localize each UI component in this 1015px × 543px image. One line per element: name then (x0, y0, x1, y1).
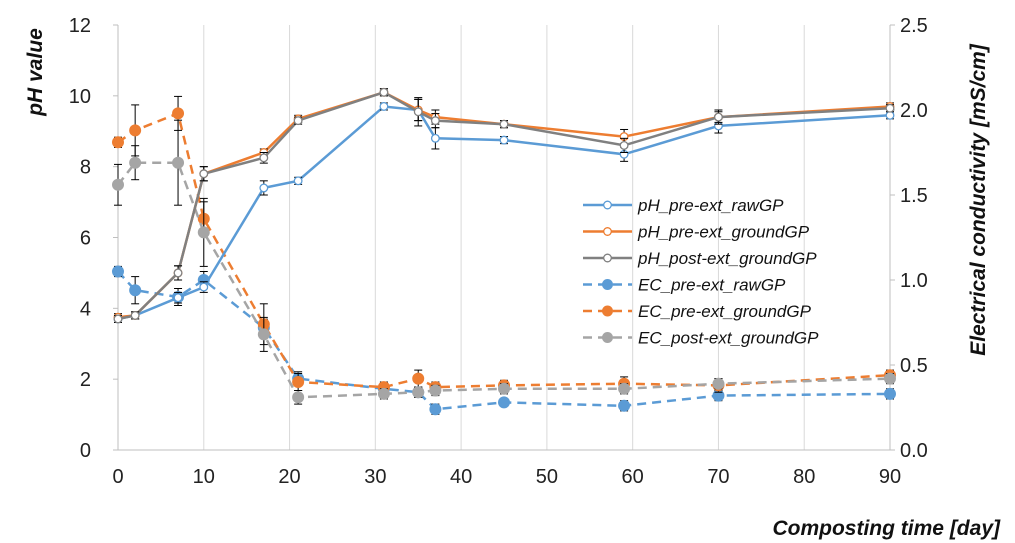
x-tick-label: 90 (879, 466, 901, 488)
y2-axis-title: Electrical conductivity [mS/cm] (967, 43, 990, 356)
data-point (379, 102, 389, 111)
data-point (499, 119, 509, 129)
series-pH_post-ext_groundGP (113, 87, 895, 324)
x-tick-label: 20 (278, 466, 300, 488)
data-point (430, 116, 440, 126)
x-axis-title: Composting time [day] (772, 517, 1001, 540)
data-point (257, 328, 270, 341)
y-tick-label: 10 (69, 86, 91, 108)
data-point (173, 268, 183, 278)
legend-marker (602, 305, 613, 317)
data-point (618, 382, 631, 395)
data-point (197, 226, 210, 239)
data-point (377, 387, 390, 400)
y2-tick-label: 2.0 (900, 100, 928, 122)
data-point (498, 382, 510, 395)
data-point (292, 391, 305, 404)
y2-tick-label: 1.5 (900, 185, 928, 207)
data-point (885, 103, 895, 113)
legend-label: pH_pre-ext_groundGP (637, 223, 810, 242)
y-axis-title: pH value (24, 28, 47, 117)
legend: pH_pre-ext_rawGP pH_pre-ext_groundGP pH_po… (583, 196, 819, 348)
data-point (259, 183, 269, 193)
legend-label: pH_pre-ext_rawGP (637, 196, 784, 215)
x-tick-label: 50 (536, 466, 558, 488)
x-tick-label: 10 (193, 466, 215, 488)
data-point (292, 376, 305, 388)
y-tick-label: 12 (69, 15, 91, 37)
data-point (172, 107, 185, 120)
data-point (884, 387, 896, 400)
x-tick-label: 70 (707, 466, 729, 488)
legend-item: EC_post-ext_groundGP (583, 329, 819, 348)
y-tick-label: 0 (80, 440, 91, 462)
data-point (412, 386, 425, 399)
data-point (259, 153, 269, 163)
data-point (884, 372, 896, 385)
data-point (199, 169, 209, 179)
data-point (293, 176, 303, 186)
x-tick-label: 60 (622, 466, 644, 488)
data-point (113, 314, 123, 324)
data-point (112, 178, 124, 191)
data-point (412, 372, 425, 385)
data-point (129, 156, 142, 169)
y2-tick-label: 0.0 (900, 440, 928, 462)
data-point (129, 284, 142, 297)
x-tick-label: 40 (450, 466, 472, 488)
x-tick-label: 30 (364, 466, 386, 488)
plot-area (118, 25, 890, 450)
x-tick-label: 0 (112, 466, 123, 488)
legend-item: pH_pre-ext_rawGP (583, 196, 784, 215)
legend-label: EC_pre-ext_rawGP (638, 276, 786, 295)
y-tick-label: 2 (80, 369, 91, 391)
y-tick-label: 8 (80, 157, 91, 179)
data-point (429, 403, 442, 416)
legend-marker (602, 332, 613, 343)
legend-label: pH_post-ext_groundGP (637, 249, 817, 268)
data-point (619, 140, 629, 150)
x-tick-label: 80 (793, 466, 815, 488)
data-point (413, 107, 423, 117)
data-point (293, 116, 303, 126)
data-point (199, 282, 209, 292)
data-point (499, 135, 509, 145)
data-point (429, 384, 442, 397)
data-point (129, 124, 142, 137)
data-point (112, 136, 124, 149)
series-EC_post-ext_groundGP (112, 119, 896, 405)
y-tick-label: 6 (80, 228, 91, 250)
legend-item: pH_pre-ext_groundGP (583, 223, 810, 242)
legend-label: EC_post-ext_groundGP (638, 329, 819, 348)
y2-tick-label: 0.5 (900, 355, 928, 377)
y-tick-label: 4 (80, 298, 91, 320)
legend-item: pH_post-ext_groundGP (583, 249, 817, 268)
data-point (379, 87, 389, 97)
y2-tick-label: 1.0 (900, 270, 928, 292)
data-point (618, 399, 631, 412)
data-point (712, 377, 725, 390)
data-point (130, 310, 140, 320)
legend-marker (603, 200, 612, 210)
legend-item: EC_pre-ext_groundGP (583, 302, 812, 321)
legend-marker (603, 227, 612, 236)
legend-marker (603, 253, 612, 263)
y2-tick-label: 2.5 (900, 15, 928, 37)
legend-marker (602, 279, 613, 290)
data-point (498, 396, 510, 409)
data-point (713, 112, 723, 122)
series-layer (112, 87, 896, 416)
data-point (430, 133, 440, 143)
legend-label: EC_pre-ext_groundGP (638, 302, 812, 321)
legend-item: EC_pre-ext_rawGP (583, 276, 786, 295)
axes: 0 10 20 30 40 50 60 70 80 90 0 2 4 6 8 10 12 0.0 0.5 1.0 1.5… (69, 15, 928, 488)
data-point (173, 293, 183, 303)
data-point (172, 156, 185, 169)
data-point (112, 265, 124, 278)
